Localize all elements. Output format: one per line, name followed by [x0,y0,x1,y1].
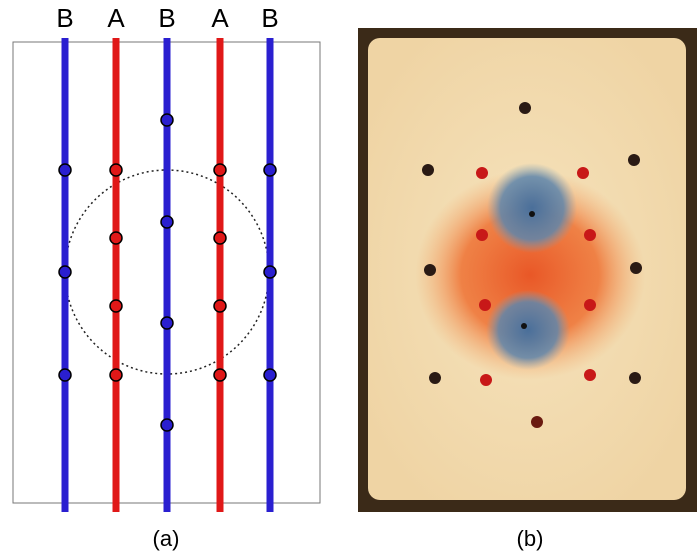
dark-dot [422,164,434,176]
dot [161,216,173,228]
dot [214,300,226,312]
dot [59,164,71,176]
dot [110,232,122,244]
dot [59,266,71,278]
dot [161,419,173,431]
lines [65,38,270,512]
dark-dot [630,262,642,274]
dark-dot [531,416,543,428]
caption: (b) [517,526,544,551]
line-label: A [107,3,125,33]
dark-dot [424,264,436,276]
red-dot [584,369,596,381]
dot [110,369,122,381]
dot [161,317,173,329]
red-dot [584,229,596,241]
line-label: B [56,3,73,33]
dot [161,114,173,126]
blue-stain [486,290,570,370]
line-label: B [261,3,278,33]
dark-dot [529,211,535,217]
line-label: A [211,3,229,33]
dot [214,232,226,244]
panel-a: B A B A B (a) [13,3,320,551]
dot [110,300,122,312]
line-label: B [158,3,175,33]
red-dot [476,167,488,179]
dot [110,164,122,176]
dark-dot [628,154,640,166]
dark-dot [519,102,531,114]
dark-dot [429,372,441,384]
figure: B A B A B (a) [0,0,698,556]
dot [59,369,71,381]
red-dot [480,374,492,386]
red-dot [584,299,596,311]
red-dot [577,167,589,179]
dot [264,369,276,381]
dark-dot [521,323,527,329]
panel-b: (b) [358,28,697,551]
dot [214,369,226,381]
caption: (a) [153,526,180,551]
dot [214,164,226,176]
dot [264,164,276,176]
red-dot [479,299,491,311]
dark-dot [629,372,641,384]
red-dot [476,229,488,241]
blue-stain [487,163,577,253]
dot [264,266,276,278]
